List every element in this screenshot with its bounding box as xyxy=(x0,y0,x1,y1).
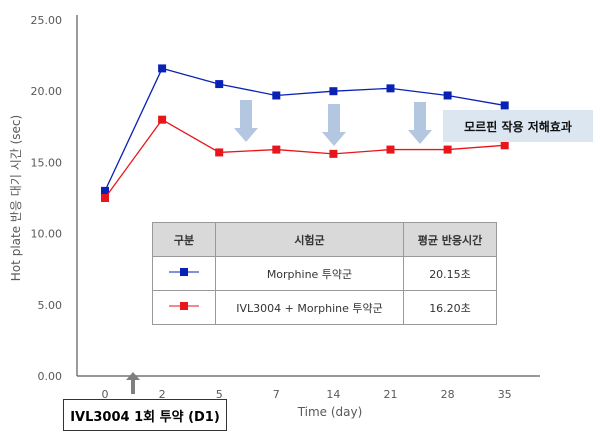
down-arrow-icon xyxy=(322,104,346,146)
data-point xyxy=(215,80,224,89)
data-point xyxy=(500,101,509,110)
x-tick-label: 7 xyxy=(273,388,280,401)
dose-label: IVL3004 1회 투약 (D1) xyxy=(63,399,227,431)
x-tick-label: 2 xyxy=(159,388,166,401)
x-tick-label: 14 xyxy=(326,388,340,401)
data-point xyxy=(386,84,395,93)
data-point xyxy=(329,149,338,158)
legend-mean: 20.15초 xyxy=(403,256,497,291)
y-axis-label: Hot plate 반응 대기 시간 (sec) xyxy=(9,115,23,281)
y-tick-label: 20.00 xyxy=(31,85,63,98)
data-point xyxy=(101,194,109,202)
y-tick-label: 0.00 xyxy=(38,370,63,383)
series-line xyxy=(104,67,505,192)
down-arrow-icon xyxy=(408,102,432,144)
x-tick-label: 35 xyxy=(498,388,512,401)
legend-header: 구분 xyxy=(152,222,216,257)
data-point xyxy=(272,91,281,100)
x-tick-label: 0 xyxy=(102,388,109,401)
x-tick-label: 21 xyxy=(384,388,398,401)
y-tick-label: 10.00 xyxy=(31,228,63,241)
data-point xyxy=(500,141,509,150)
down-arrow-icon xyxy=(234,100,258,142)
data-point xyxy=(443,145,452,154)
up-arrow-icon xyxy=(126,372,140,394)
legend-marker-red xyxy=(152,290,216,325)
data-point xyxy=(158,115,167,124)
data-point xyxy=(272,145,281,154)
x-tick-label: 28 xyxy=(441,388,455,401)
y-tick-label: 25.00 xyxy=(31,14,63,27)
legend-header: 평균 반응시간 xyxy=(403,222,497,257)
data-point xyxy=(443,91,452,100)
data-point xyxy=(386,145,395,154)
data-point xyxy=(329,87,338,96)
legend-marker-blue xyxy=(152,256,216,291)
x-axis-label: Time (day) xyxy=(297,405,363,419)
x-tick-label: 5 xyxy=(216,388,223,401)
y-tick-label: 15.00 xyxy=(31,156,63,169)
y-tick-label: 5.00 xyxy=(38,299,63,312)
annotation-box: 모르핀 작용 저해효과 xyxy=(443,110,593,142)
data-point xyxy=(158,64,167,73)
data-point xyxy=(215,148,224,157)
legend-mean: 16.20초 xyxy=(403,290,497,325)
legend-header: 시험군 xyxy=(215,222,404,257)
legend-series-name: Morphine 투약군 xyxy=(215,256,404,291)
data-point xyxy=(101,186,109,195)
series-line xyxy=(104,118,505,199)
legend-series-name: IVL3004 + Morphine 투약군 xyxy=(215,290,404,325)
legend-table: 구분 시험군 평균 반응시간 Morphine 투약군 20.15초 IVL30… xyxy=(152,222,497,325)
